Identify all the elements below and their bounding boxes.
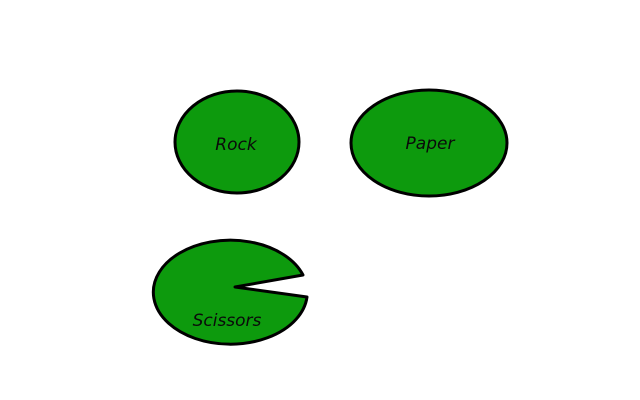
paper-shape[interactable] bbox=[349, 88, 509, 198]
paper-option[interactable]: Paper bbox=[349, 88, 509, 198]
rock-shape[interactable] bbox=[173, 89, 301, 195]
scissors-shape[interactable] bbox=[151, 238, 309, 346]
rock-option[interactable]: Rock bbox=[173, 89, 301, 195]
